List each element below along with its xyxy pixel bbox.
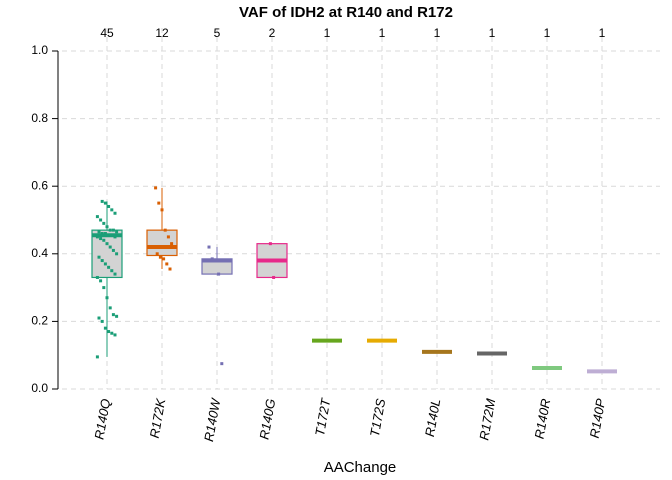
count-label: 1 [324,26,331,40]
count-label: 2 [269,26,276,40]
point [113,333,117,337]
count-label: 45 [100,26,114,40]
point [163,228,167,232]
point [100,199,104,203]
count-label: 1 [434,26,441,40]
point [110,331,114,335]
point [157,201,161,205]
point [111,248,115,252]
point [166,235,170,239]
point [97,316,101,320]
point [160,208,164,212]
x-tick-label: T172T [312,396,333,437]
point [100,319,104,323]
point [95,355,99,359]
point [108,245,112,249]
point [115,314,119,318]
count-label: 1 [379,26,386,40]
point [165,262,169,266]
x-tick-label: R172K [147,396,169,439]
x-tick-label: R140L [422,398,443,438]
y-tick-label: 0.6 [31,178,48,192]
point [100,259,104,263]
point [95,215,99,219]
point [110,208,114,212]
count-label: 1 [599,26,606,40]
y-tick-label: 0.2 [31,314,48,328]
point [162,257,166,261]
point [170,242,174,246]
point [110,269,114,273]
x-tick-label: R140Q [91,398,113,441]
point [99,237,103,241]
point [102,286,106,290]
point [95,275,99,279]
point [207,245,211,249]
point [268,242,272,246]
x-tick-label: R140G [256,398,278,441]
point [111,313,115,317]
point [103,262,107,266]
x-axis-title: AAChange [324,459,397,476]
count-label: 5 [214,26,221,40]
point [113,211,117,215]
point [168,267,172,271]
count-label: 12 [155,26,169,40]
y-tick-label: 0.4 [31,246,48,260]
count-label: 1 [544,26,551,40]
point [111,228,115,232]
point [97,255,101,259]
y-tick-label: 1.0 [31,43,48,57]
point [105,296,109,300]
point [115,252,119,256]
count-label: 1 [489,26,496,40]
point [113,272,117,276]
chart-title: VAF of IDH2 at R140 and R172 [239,4,453,21]
point [220,362,224,366]
point [99,279,103,283]
point [107,330,111,334]
point [155,252,159,256]
x-tick-label: T172S [367,397,388,438]
y-tick-label: 0.0 [31,381,48,395]
point [158,255,162,259]
point [272,275,276,279]
x-tick-label: R140R [532,398,554,440]
point [99,218,103,222]
point [105,225,109,229]
point [107,265,111,269]
x-tick-label: R140W [201,396,224,443]
y-tick-label: 0.8 [31,111,48,125]
x-tick-label: R140P [587,397,609,439]
x-tick-label: R172M [476,397,498,441]
point [108,228,112,232]
point [103,201,107,205]
point [115,230,119,234]
point [107,204,111,208]
point [103,326,107,330]
point [108,306,112,310]
point [102,221,106,225]
point [97,230,101,234]
point [105,242,109,246]
point [102,238,106,242]
point [217,272,221,276]
point [154,186,158,190]
